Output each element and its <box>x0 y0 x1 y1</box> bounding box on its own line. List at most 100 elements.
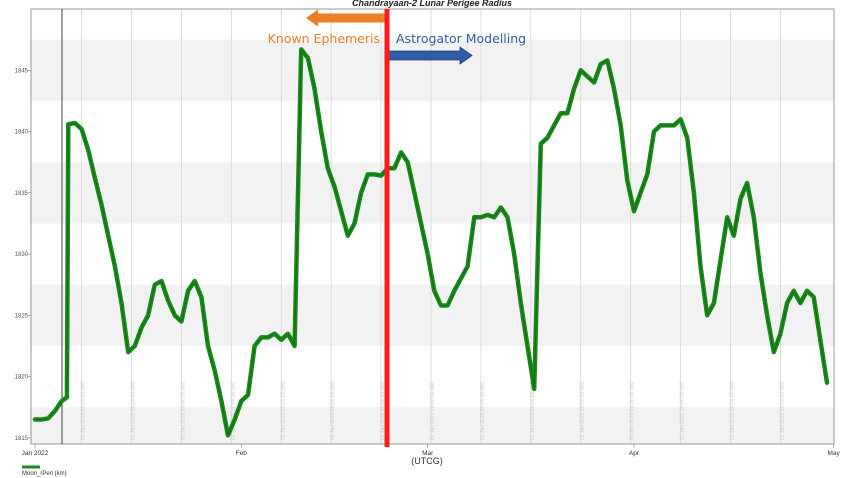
data-point <box>247 394 249 396</box>
data-point <box>819 339 822 341</box>
data-point <box>446 304 449 307</box>
data-point <box>307 57 309 59</box>
data-point <box>586 75 589 78</box>
data-point <box>47 417 50 420</box>
data-point <box>34 418 36 421</box>
data-point <box>520 302 522 304</box>
annotation-right: Astrogator Modelling <box>386 31 526 65</box>
data-point <box>792 290 795 292</box>
data-point <box>786 302 788 304</box>
x-tick-label: Feb <box>236 450 248 457</box>
data-point <box>120 302 123 304</box>
data-point <box>327 167 329 170</box>
data-point <box>619 124 622 127</box>
data-point <box>167 299 169 302</box>
y-tick-label: 1845 <box>15 68 29 74</box>
data-point <box>80 128 83 130</box>
legend: Moon_rPeri (km) <box>22 465 67 477</box>
data-point <box>573 87 575 90</box>
data-point <box>426 253 429 255</box>
vertical-marker-labels: 01 Jan 2022 00:00:00.000 01 Jan 2022 00:0… <box>81 382 786 440</box>
data-point <box>340 210 342 212</box>
data-point <box>686 136 689 139</box>
data-point <box>393 167 396 170</box>
data-point <box>493 216 496 219</box>
vertical-marker-label: 01 Jan 2022 00:00:00.000 <box>580 382 586 440</box>
y-axis: 1815 1820 1825 1830 1835 1840 1845 <box>15 68 31 442</box>
data-point <box>440 304 442 307</box>
data-point <box>666 124 669 127</box>
vertical-marker-label: 01 Jan 2022 00:00:00.000 <box>480 382 486 440</box>
data-point <box>593 81 595 84</box>
data-point <box>54 410 56 412</box>
data-point <box>533 388 535 390</box>
data-point <box>706 314 709 317</box>
grid-band <box>31 162 834 224</box>
data-point <box>200 296 203 298</box>
data-point <box>360 192 362 194</box>
data-point <box>100 204 103 206</box>
data-point <box>193 280 196 282</box>
data-point <box>333 185 336 188</box>
data-point <box>546 136 549 139</box>
data-point <box>506 216 509 219</box>
data-point <box>267 336 269 339</box>
vertical-marker-label: 01 Jan 2022 00:00:00.000 <box>180 382 186 440</box>
data-point <box>540 142 542 145</box>
vertical-marker-label: 01 Jan 2022 00:00:00.000 <box>779 382 785 440</box>
vertical-marker-label: 01 Jan 2022 00:00:00.000 <box>680 382 686 440</box>
y-tick-label: 1820 <box>15 375 29 381</box>
vertical-marker-label: 01 Jan 2022 00:00:00.000 <box>630 382 636 440</box>
data-point <box>566 112 569 114</box>
data-point <box>180 320 183 323</box>
data-point <box>559 112 562 114</box>
vertical-marker-label: 01 Jan 2022 00:00:00.000 <box>330 382 336 440</box>
data-point <box>320 130 322 133</box>
data-point <box>40 418 43 421</box>
data-point <box>713 302 715 304</box>
data-point <box>353 222 356 225</box>
data-point <box>66 396 68 399</box>
data-point <box>579 69 582 72</box>
data-point <box>147 314 149 317</box>
data-point <box>227 434 229 437</box>
data-point <box>313 87 316 90</box>
known-ephemeris-label: Known Ephemeris <box>268 31 380 46</box>
data-point <box>699 265 702 268</box>
data-point <box>173 314 176 317</box>
data-point <box>187 290 189 292</box>
data-point <box>553 124 555 127</box>
data-point <box>752 216 755 219</box>
grid-bands <box>31 39 834 444</box>
y-tick-label: 1830 <box>15 252 29 258</box>
arrow-left-icon <box>306 9 387 27</box>
data-point <box>613 87 615 90</box>
data-point <box>806 290 808 292</box>
x-tick-label: May <box>828 450 841 457</box>
data-point <box>466 265 469 268</box>
data-point <box>653 130 655 133</box>
vertical-marker-label: 01 Jan 2022 00:00:00.000 <box>729 382 735 440</box>
data-point <box>526 345 529 347</box>
x-axis-label: (UTCG) <box>411 456 443 466</box>
x-axis: Jan 2022 Feb Mar Apr May <box>22 444 841 457</box>
data-point <box>779 332 782 335</box>
data-point <box>347 234 349 237</box>
data-point <box>293 345 296 347</box>
data-point <box>453 290 456 292</box>
data-point <box>772 351 775 353</box>
data-point <box>253 345 256 347</box>
data-point <box>287 332 289 335</box>
chart-title: Chandrayaan-2 Lunar Perigee Radius <box>352 0 512 8</box>
data-point <box>67 123 70 125</box>
data-point <box>127 351 129 353</box>
data-point <box>500 206 502 209</box>
data-point <box>260 336 263 339</box>
series-layer <box>32 47 830 438</box>
data-point <box>140 326 143 329</box>
data-point <box>812 296 815 298</box>
data-point <box>659 124 662 127</box>
grid-band <box>31 39 834 101</box>
data-point <box>273 332 276 335</box>
